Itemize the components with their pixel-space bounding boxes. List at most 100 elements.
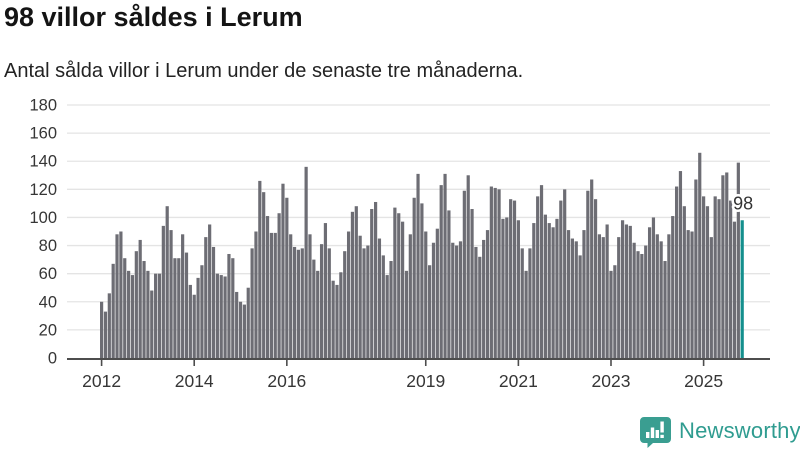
bar xyxy=(397,213,401,358)
bar xyxy=(138,239,142,358)
bar xyxy=(705,206,710,358)
bar xyxy=(578,255,582,358)
bar xyxy=(335,284,339,358)
y-tick-label: 0 xyxy=(48,350,57,368)
bar xyxy=(458,241,463,358)
bar xyxy=(323,223,328,358)
bar xyxy=(474,246,478,358)
bar xyxy=(134,251,138,358)
bar xyxy=(613,265,617,358)
bar xyxy=(188,284,192,358)
bar xyxy=(211,246,216,358)
y-tick-label: 40 xyxy=(39,293,57,311)
bar xyxy=(563,189,567,358)
bar xyxy=(130,275,135,358)
x-tick-label: 2025 xyxy=(684,371,723,391)
bar xyxy=(215,273,219,358)
bar xyxy=(127,270,131,358)
bar xyxy=(350,211,355,358)
bar xyxy=(478,256,482,358)
bar xyxy=(308,234,312,358)
bar xyxy=(358,235,362,358)
bar xyxy=(682,206,686,358)
y-tick-label: 160 xyxy=(29,125,57,143)
bar xyxy=(651,217,656,358)
page-title: 98 villor såldes i Lerum xyxy=(4,2,303,32)
bar xyxy=(343,251,347,358)
bar xyxy=(470,209,474,358)
bar xyxy=(377,238,382,358)
bar xyxy=(100,301,104,358)
bar xyxy=(408,234,412,358)
bar xyxy=(628,225,632,358)
bar xyxy=(196,277,200,358)
x-tick-label: 2014 xyxy=(175,371,214,391)
bar xyxy=(617,237,621,358)
bar xyxy=(489,186,493,358)
bar xyxy=(119,231,123,358)
bar xyxy=(582,230,586,358)
bar xyxy=(354,206,358,358)
bar xyxy=(246,287,250,358)
y-tick-label: 20 xyxy=(39,321,57,339)
bar xyxy=(462,190,466,358)
bar xyxy=(493,187,497,358)
speech-bubble-shape xyxy=(640,416,671,448)
bar xyxy=(115,234,119,358)
bar xyxy=(242,304,246,358)
brand-footer: Newsworthy xyxy=(639,414,800,448)
bar xyxy=(605,224,609,358)
bar xyxy=(258,180,262,358)
bar xyxy=(208,224,212,358)
bar xyxy=(447,210,451,358)
y-tick-label: 120 xyxy=(29,181,57,199)
bar xyxy=(393,207,397,358)
bar xyxy=(644,245,648,358)
bar xyxy=(416,173,420,358)
bar xyxy=(227,253,231,358)
last-value-annotation: 98 xyxy=(733,193,753,213)
bar xyxy=(362,248,366,358)
bar xyxy=(250,248,254,358)
bar xyxy=(736,162,740,358)
bar xyxy=(702,196,706,358)
bar xyxy=(269,232,273,358)
bar xyxy=(150,290,154,358)
bar xyxy=(165,206,169,358)
bar xyxy=(717,199,721,358)
bar xyxy=(509,199,513,358)
bar xyxy=(339,272,343,358)
bar xyxy=(235,291,239,358)
bar xyxy=(709,237,713,358)
highlighted-bar xyxy=(740,220,744,358)
bar xyxy=(389,261,393,358)
bar xyxy=(420,203,424,358)
bar xyxy=(285,197,289,358)
bar xyxy=(609,270,613,358)
bar xyxy=(316,270,320,358)
bar xyxy=(181,234,185,358)
bar xyxy=(590,179,594,358)
bar xyxy=(373,201,378,358)
chart-subtitle: Antal sålda villor i Lerum under de sena… xyxy=(4,60,524,82)
bar xyxy=(686,230,690,358)
x-tick-label: 2021 xyxy=(499,371,538,391)
mini-bar-chart-glyph xyxy=(646,421,664,438)
bar xyxy=(157,273,162,358)
bar xyxy=(655,234,659,358)
bar xyxy=(401,221,405,358)
bar xyxy=(412,197,416,358)
bar xyxy=(254,231,258,358)
bar xyxy=(466,175,470,358)
bar xyxy=(698,152,702,358)
bar xyxy=(381,255,385,358)
bar xyxy=(300,248,304,358)
bar xyxy=(154,273,158,358)
bar xyxy=(146,270,150,358)
bar xyxy=(574,241,578,358)
bar xyxy=(370,209,374,358)
bar xyxy=(725,172,729,358)
bar xyxy=(601,237,605,358)
bar xyxy=(543,214,547,358)
bar xyxy=(555,218,559,358)
